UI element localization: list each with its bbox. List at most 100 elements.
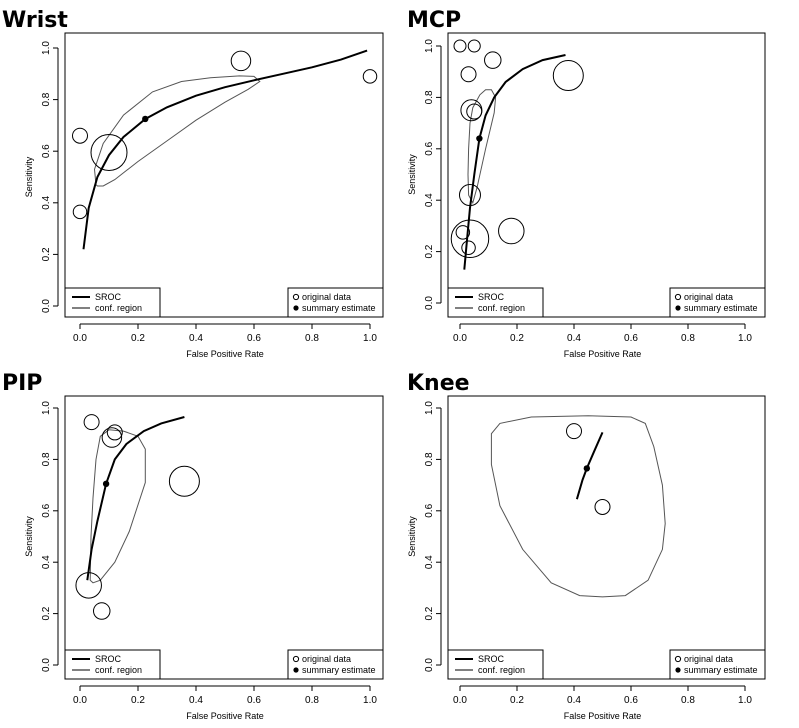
summary-estimate-point [476, 135, 483, 142]
y-tick-label: 0.8 [424, 90, 435, 104]
original-data-point [566, 423, 582, 440]
y-tick-label: 1.0 [41, 401, 52, 415]
panel-pip: PIP 0.0 0.2 0.4 0.6 0.8 1.0 False Positive Rate… [2, 371, 384, 721]
original-data-point [72, 204, 88, 220]
x-tick-label: 1.0 [363, 333, 377, 344]
legend-open-circle-swatch [674, 293, 682, 301]
original-data-point [75, 572, 102, 599]
original-data-point [458, 184, 481, 207]
legend-label: conf. region [478, 303, 525, 313]
legend-label: original data [302, 292, 351, 302]
legend-filled-circle-swatch [293, 305, 299, 311]
legend-sroc-box [64, 287, 161, 318]
panel-mcp: MCP 0.0 0.2 0.4 0.6 0.8 1.0 False Positive Rate… [407, 8, 766, 359]
y-tick-label: 0.4 [41, 555, 52, 569]
x-tick-label: 0.0 [73, 333, 87, 344]
legend-label: original data [684, 292, 733, 302]
x-tick-label: 0.4 [567, 695, 581, 706]
legend-label: original data [302, 654, 351, 664]
legend-points-box [669, 649, 766, 680]
x-tick-label: 0.4 [567, 333, 581, 344]
x-tick-label: 0.4 [189, 695, 203, 706]
confidence-region [89, 429, 146, 584]
original-data-point [461, 240, 476, 255]
x-tick-label: 0.6 [247, 695, 261, 706]
x-tick-label: 0.8 [305, 695, 319, 706]
legend-points-box [287, 287, 384, 318]
y-tick-label: 0.2 [41, 606, 52, 620]
legend-open-circle-swatch [292, 293, 300, 301]
original-data-point [455, 225, 471, 240]
y-tick-label: 0.2 [424, 606, 435, 620]
sroc-curve [82, 49, 368, 250]
original-data-point [484, 51, 502, 69]
y-tick-label: 0.8 [41, 92, 52, 106]
x-tick-label: 0.6 [624, 695, 638, 706]
y-tick-label: 0.8 [424, 452, 435, 466]
confidence-region [93, 75, 261, 187]
sroc-curve [463, 54, 566, 270]
legend-filled-circle-swatch [675, 305, 681, 311]
x-axis-label: False Positive Rate [564, 711, 642, 721]
legend-label: SROC [478, 654, 505, 664]
legend-filled-circle-swatch [675, 667, 681, 673]
panel-title: PIP [2, 371, 42, 396]
x-tick-label: 0.2 [131, 695, 145, 706]
legend-open-circle-swatch [674, 655, 682, 663]
x-axis-label: False Positive Rate [186, 349, 264, 359]
original-data-point [498, 217, 525, 245]
y-tick-label: 0.6 [41, 503, 52, 517]
plot-frame [64, 395, 384, 680]
y-tick-label: 0.0 [41, 299, 52, 313]
y-tick-label: 0.2 [41, 247, 52, 261]
summary-estimate-point [142, 115, 149, 123]
legend-label: conf. region [95, 303, 142, 313]
legend-label: summary estimate [302, 303, 376, 313]
y-tick-label: 0.4 [424, 555, 435, 569]
original-data-point [101, 427, 123, 448]
original-data-point [466, 103, 483, 120]
original-data-point [460, 66, 477, 83]
x-tick-label: 1.0 [363, 695, 377, 706]
legend-label: conf. region [478, 665, 525, 675]
x-tick-label: 0.6 [624, 333, 638, 344]
summary-estimate-point [102, 480, 110, 488]
legend-label: summary estimate [684, 303, 758, 313]
original-data-point [552, 60, 584, 92]
y-tick-label: 0.6 [41, 144, 52, 158]
original-data-point [594, 498, 611, 515]
x-tick-label: 0.0 [73, 695, 87, 706]
y-tick-label: 0.0 [424, 296, 435, 310]
original-data-point [93, 602, 111, 620]
plot-frame [447, 395, 766, 680]
x-tick-label: 0.4 [189, 333, 203, 344]
x-axis-label: False Positive Rate [186, 711, 264, 721]
legend-label: summary estimate [684, 665, 758, 675]
legend-label: conf. region [95, 665, 142, 675]
x-tick-label: 0.2 [131, 333, 145, 344]
y-tick-label: 0.6 [424, 141, 435, 155]
legend-points-box [669, 287, 766, 318]
y-tick-label: 0.4 [41, 195, 52, 209]
y-tick-label: 0.6 [424, 503, 435, 517]
x-tick-label: 0.6 [247, 333, 261, 344]
original-data-point [450, 219, 490, 258]
original-data-point [83, 414, 100, 431]
legend-filled-circle-swatch [293, 667, 299, 673]
y-axis-label: Sensitivity [407, 516, 417, 557]
x-tick-label: 1.0 [738, 695, 752, 706]
panel-knee: Knee 0.0 0.2 0.4 0.6 0.8 1.0 False Positive Rat… [407, 371, 766, 721]
summary-estimate-point [583, 465, 591, 472]
y-axis-label: Sensitivity [24, 156, 34, 197]
original-data-point [168, 465, 200, 497]
original-data-point [453, 39, 467, 53]
confidence-region [490, 415, 666, 598]
panel-title: Wrist [2, 8, 68, 33]
x-tick-label: 0.8 [305, 333, 319, 344]
legend-label: SROC [478, 292, 505, 302]
y-axis-label: Sensitivity [24, 516, 34, 557]
panel-wrist: Wrist 0.0 0.2 0.4 0.6 0.8 1.0 False Positive Ra… [2, 8, 384, 359]
legend-sroc-box [447, 649, 544, 680]
original-data-point [90, 133, 128, 171]
